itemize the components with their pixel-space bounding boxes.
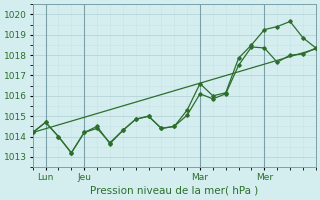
X-axis label: Pression niveau de la mer( hPa ): Pression niveau de la mer( hPa ) bbox=[90, 186, 259, 196]
